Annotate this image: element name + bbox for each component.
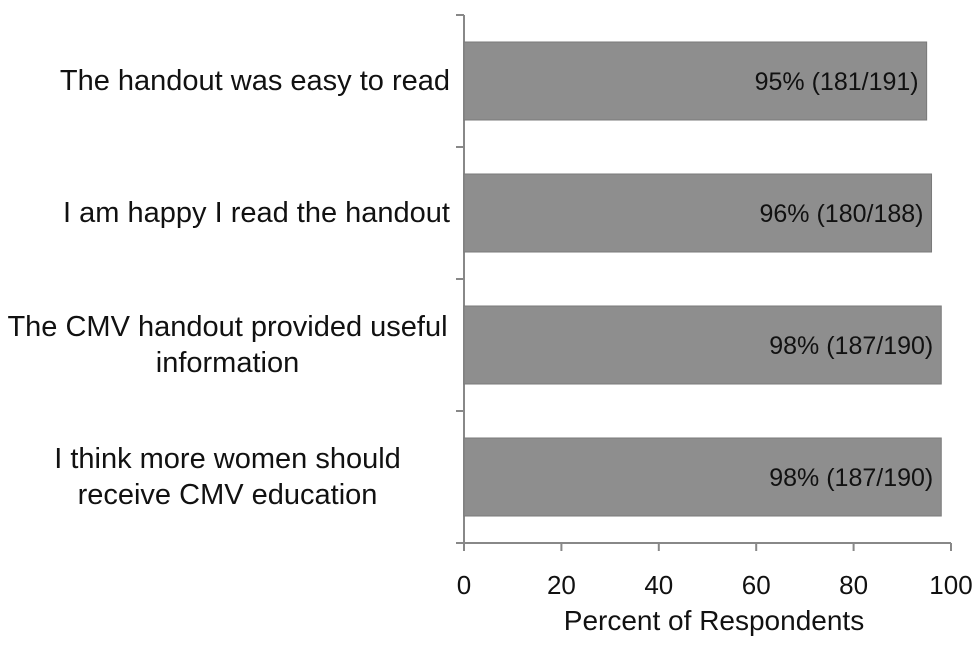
- bar: [463, 41, 928, 121]
- x-tick-label: 20: [547, 570, 576, 600]
- y-tick-label: I think more women should receive CMV ed…: [54, 443, 401, 511]
- x-axis-title: Percent of Respondents: [564, 605, 864, 636]
- x-tick-label: 60: [742, 570, 771, 600]
- x-tick-label: 0: [457, 570, 471, 600]
- x-tick-label: 100: [929, 570, 972, 600]
- bar: [463, 305, 942, 385]
- bar: [463, 437, 942, 517]
- y-tick-label: I am happy I read the handout: [63, 197, 450, 229]
- value-label: 95% (181/191): [755, 68, 919, 96]
- y-tick-label: The handout was easy to read: [59, 65, 450, 97]
- x-tick-label: 40: [644, 570, 673, 600]
- value-label: 98% (187/190): [769, 464, 933, 492]
- value-label: 98% (187/190): [769, 332, 933, 360]
- bar: [463, 173, 933, 253]
- x-tick-label: 80: [839, 570, 868, 600]
- value-label: 96% (180/188): [760, 200, 924, 228]
- y-tick-label: The CMV handout provided useful informat…: [7, 311, 448, 379]
